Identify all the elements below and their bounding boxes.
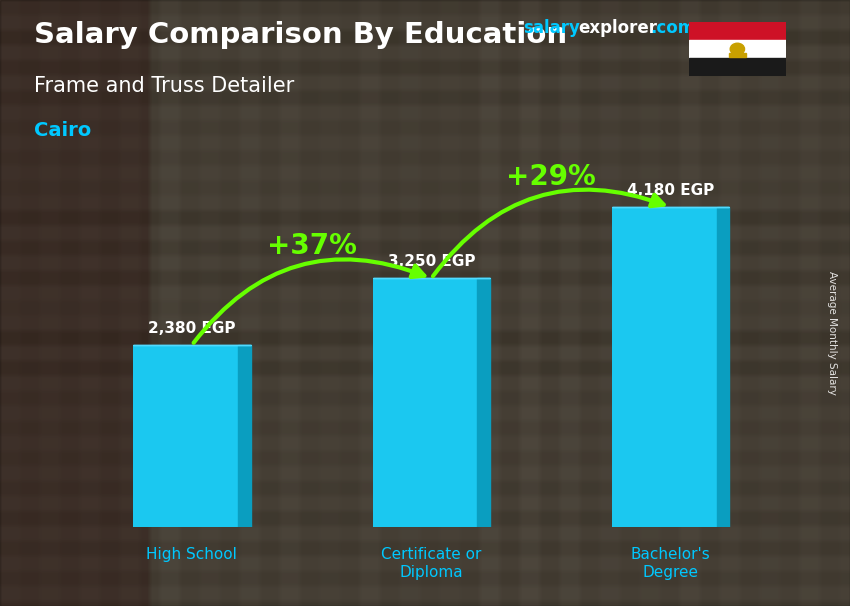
Bar (133, 345, 238, 527)
Text: +29%: +29% (506, 164, 596, 191)
Text: Bachelor's
Degree: Bachelor's Degree (631, 547, 711, 579)
Text: +37%: +37% (267, 232, 356, 261)
Bar (729, 53, 745, 56)
Text: High School: High School (146, 547, 237, 562)
Text: 3,250 EGP: 3,250 EGP (388, 255, 475, 269)
Text: Salary Comparison By Education: Salary Comparison By Education (34, 21, 567, 49)
FancyArrowPatch shape (194, 259, 424, 343)
Circle shape (730, 43, 745, 55)
Text: Average Monthly Salary: Average Monthly Salary (827, 271, 837, 395)
Bar (688, 40, 786, 58)
Text: Frame and Truss Detailer: Frame and Truss Detailer (34, 76, 294, 96)
Polygon shape (238, 345, 251, 527)
Bar (688, 22, 786, 40)
Bar (612, 207, 717, 527)
Text: 2,380 EGP: 2,380 EGP (148, 321, 235, 336)
Polygon shape (478, 278, 490, 527)
Bar (688, 58, 786, 76)
Text: 4,180 EGP: 4,180 EGP (627, 183, 714, 198)
Text: Cairo: Cairo (34, 121, 91, 140)
Text: Certificate or
Diploma: Certificate or Diploma (381, 547, 481, 579)
Bar (372, 278, 478, 527)
Text: .com: .com (650, 19, 695, 38)
Text: salary: salary (523, 19, 580, 38)
Polygon shape (717, 207, 729, 527)
FancyArrowPatch shape (433, 190, 664, 276)
Text: explorer: explorer (578, 19, 657, 38)
